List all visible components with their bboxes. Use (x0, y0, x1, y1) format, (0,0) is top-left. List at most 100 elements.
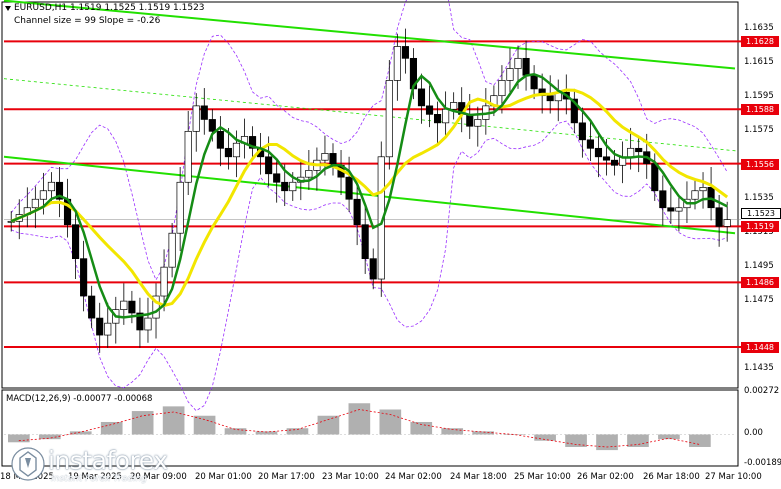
main-panel-frame (1, 1, 739, 389)
candle-body (723, 219, 731, 227)
macd-tick: 0.00272 (744, 386, 780, 396)
price-tick: 1.1635 (744, 23, 774, 34)
candle-body (96, 317, 104, 336)
candle-body (216, 130, 224, 149)
candle-body (224, 147, 232, 158)
candle-body (273, 173, 281, 183)
candle-body (699, 187, 707, 192)
candle-body (393, 46, 401, 81)
candle-body (594, 147, 603, 158)
macd-histogram-bar (689, 434, 711, 447)
candle-body (353, 198, 361, 226)
candle-body (442, 108, 450, 124)
candle-body (232, 142, 241, 158)
macd-panel-frame (1, 389, 739, 467)
slow-moving-average-line (10, 88, 729, 308)
instaforex-logo-icon (11, 447, 45, 481)
candle-body (627, 147, 635, 158)
candle-body (522, 57, 530, 76)
channel-upper-line (3, 0, 736, 70)
candle-body (434, 114, 442, 124)
candle-body (265, 156, 273, 175)
candle-body (659, 190, 667, 209)
time-tick: 27 Mar 10:00 (705, 472, 762, 482)
level-price-tag: 1.1519 (741, 221, 779, 233)
candle-body (321, 153, 329, 161)
candle-body (208, 119, 216, 132)
macd-histogram-bar (472, 431, 495, 435)
candle-body (715, 207, 723, 227)
candle-body (31, 198, 39, 209)
time-tick: 25 Mar 10:00 (514, 472, 571, 482)
candle-body (176, 181, 184, 234)
price-tick: 1.1475 (744, 295, 774, 306)
candle-body (586, 139, 594, 149)
level-price-tag: 1.1628 (741, 36, 779, 48)
macd-histogram-bar (596, 434, 618, 451)
candle-body (369, 258, 377, 280)
macd-histogram-bar (38, 434, 61, 440)
candle-body (329, 153, 337, 166)
macd-histogram-bar (348, 403, 371, 435)
price-tick: 1.1595 (744, 91, 774, 102)
candle-body (667, 207, 675, 212)
candle-body (168, 232, 176, 268)
macd-histogram-bar (69, 431, 92, 435)
candle-body (675, 207, 683, 212)
candle-body (546, 95, 554, 102)
macd-histogram-bar (162, 406, 185, 435)
price-tick: 1.1495 (744, 261, 774, 272)
watermark-brand: instaforex (48, 446, 168, 475)
candle-body (281, 181, 289, 192)
macd-histogram-bar (658, 434, 680, 440)
candle-body (417, 88, 426, 107)
candle-body (450, 102, 458, 110)
candle-body (610, 159, 619, 166)
macd-histogram-bar (100, 421, 123, 435)
watermark-tagline: Instant Forex Trading (51, 474, 147, 484)
level-price-tag: 1.1588 (741, 104, 779, 116)
candle-body (192, 105, 200, 132)
candle-body (248, 136, 257, 149)
time-tick: 24 Mar 18:00 (450, 472, 507, 482)
candle-body (289, 181, 297, 192)
macd-signal-line (18, 409, 700, 448)
price-tick: 1.1535 (744, 193, 774, 204)
macd-histogram-bar (317, 415, 340, 435)
macd-histogram-bar (534, 434, 556, 441)
macd-histogram-bar (8, 434, 30, 443)
level-price-tag: 1.1486 (741, 277, 779, 289)
candle-body (72, 224, 80, 260)
candle-body (80, 258, 88, 297)
candle-body (184, 130, 192, 183)
level-price-tag: 1.1556 (741, 158, 779, 170)
fast-moving-average-line (10, 73, 728, 319)
candle-body (160, 266, 168, 297)
candle-body (514, 57, 522, 69)
time-tick: 23 Mar 10:00 (322, 472, 379, 482)
candle-body (136, 312, 144, 331)
macd-histogram-bar (627, 434, 649, 447)
time-tick: 24 Mar 02:00 (385, 472, 442, 482)
candle-body (200, 105, 208, 120)
candle-body (602, 156, 611, 161)
candle-body (474, 119, 482, 127)
macd-tick: -0.00189 (744, 458, 781, 468)
candle-body (39, 190, 47, 200)
candle-body (128, 300, 136, 314)
macd-histogram-bar (286, 428, 309, 435)
candle-body (651, 163, 659, 192)
candle-body (530, 74, 538, 90)
macd-histogram-bar (379, 409, 402, 435)
candle-body (345, 176, 353, 200)
macd-histogram-bar (410, 421, 433, 435)
candle-body (47, 181, 56, 192)
macd-histogram-bar (131, 411, 154, 435)
macd-histogram-bar (441, 428, 464, 435)
time-tick: 26 Mar 02:00 (577, 472, 634, 482)
time-tick: 26 Mar 18:00 (643, 472, 700, 482)
macd-label: MACD(12,26,9) -0.00077 -0.00068 (6, 394, 153, 404)
macd-histogram-bar (255, 431, 278, 435)
